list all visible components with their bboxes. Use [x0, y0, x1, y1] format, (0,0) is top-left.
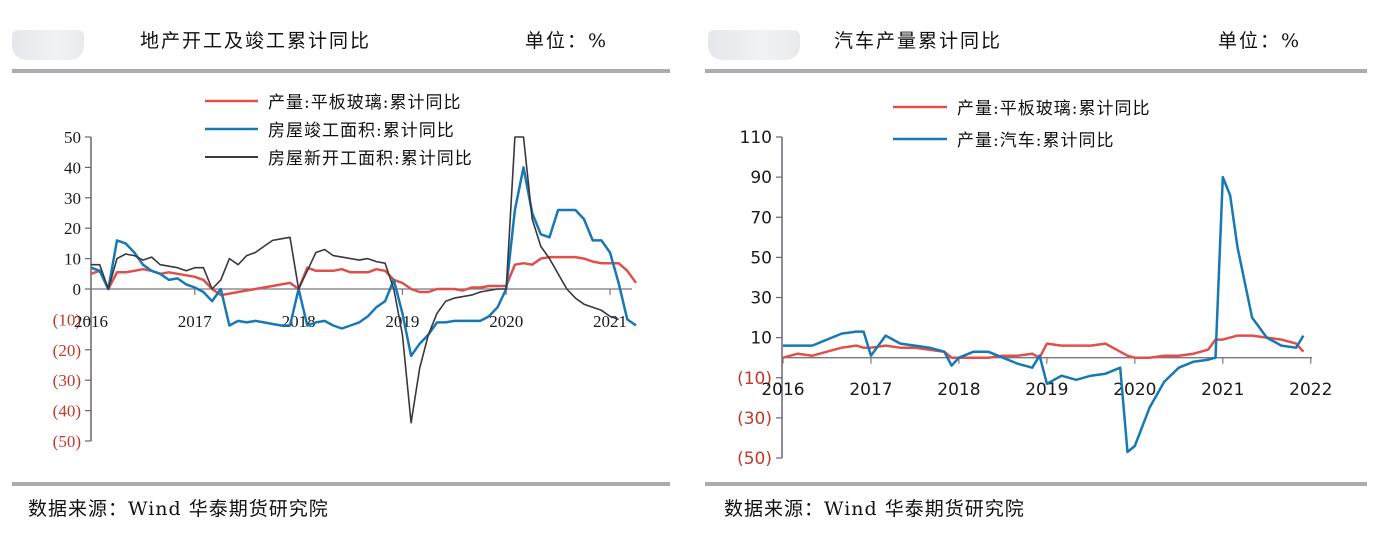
legend-completion-label: 房屋竣工面积:累计同比 — [268, 121, 455, 141]
x-tick-label: 2018 — [937, 380, 980, 400]
right-series-lines — [782, 175, 1305, 454]
y-tick-label: 10 — [64, 250, 81, 269]
x-tick-label: 2016 — [74, 312, 108, 331]
right-chart-panel: 汽车产量累计同比 单位：% 产量:平板玻璃:累计同比 产量:汽车:累计同比 11… — [700, 0, 1398, 552]
left-legend: 产量:平板玻璃:累计同比 房屋竣工面积:累计同比 房屋新开工面积:累计同比 — [205, 93, 473, 169]
y-tick-label: (50) — [53, 432, 81, 451]
left-series-lines — [90, 136, 638, 424]
left-x-axis: 2016 2017 2018 2019 2020 2021 — [74, 288, 632, 331]
right-bottom-divider — [705, 482, 1367, 486]
left-data-source: 数据来源：Wind 华泰期货研究院 — [28, 498, 329, 520]
x-tick-label: 2017 — [849, 380, 892, 400]
right-legend: 产量:平板玻璃:累计同比 产量:汽车:累计同比 — [893, 99, 1150, 151]
y-tick-label: 90 — [750, 168, 772, 188]
right-chart-unit: 单位：% — [1218, 30, 1302, 52]
blurred-logo — [708, 30, 800, 60]
x-tick-label: 2018 — [282, 312, 316, 331]
x-tick-label: 2020 — [489, 312, 523, 331]
x-tick-label: 2016 — [761, 380, 804, 400]
right-line-chart: 产量:平板玻璃:累计同比 产量:汽车:累计同比 110 90 70 50 30 10 (10… — [737, 99, 1332, 469]
y-tick-label: 110 — [740, 128, 772, 148]
y-tick-label: (40) — [53, 402, 81, 421]
left-line-chart: 产量:平板玻璃:累计同比 房屋竣工面积:累计同比 房屋新开工面积:累计同比 50… — [53, 93, 638, 451]
series-line — [783, 175, 1305, 454]
series-line — [90, 166, 637, 358]
legend-newstart-label: 房屋新开工面积:累计同比 — [268, 149, 473, 169]
legend-auto-label: 产量:汽车:累计同比 — [957, 131, 1114, 151]
y-tick-label: 50 — [64, 128, 81, 147]
y-tick-label: (20) — [53, 341, 81, 360]
right-chart-title: 汽车产量累计同比 — [834, 30, 1003, 52]
left-chart-panel: 地产开工及竣工累计同比 单位：% 产量:平板玻璃:累计同比 房屋竣工面积:累计同… — [0, 0, 690, 552]
x-tick-label: 2019 — [1025, 380, 1068, 400]
y-tick-label: (30) — [53, 371, 81, 390]
y-tick-label: (50) — [737, 449, 772, 469]
left-top-divider — [12, 69, 670, 73]
y-tick-label: 50 — [750, 248, 772, 268]
blurred-logo — [12, 30, 84, 60]
y-tick-label: 0 — [73, 280, 82, 299]
y-tick-label: 30 — [64, 189, 81, 208]
y-tick-label: (10) — [53, 310, 81, 329]
y-tick-label: 20 — [64, 219, 81, 238]
right-y-axis: 110 90 70 50 30 10 (10) (30) (50) — [737, 128, 783, 469]
x-tick-label: 2022 — [1289, 380, 1332, 400]
x-tick-label: 2020 — [1113, 380, 1156, 400]
x-tick-label: 2021 — [1201, 380, 1244, 400]
left-bottom-divider — [12, 482, 670, 486]
y-tick-label: 10 — [750, 329, 772, 349]
left-chart-unit: 单位：% — [525, 30, 609, 52]
left-chart-title: 地产开工及竣工累计同比 — [140, 30, 372, 52]
legend-glass-label: 产量:平板玻璃:累计同比 — [957, 99, 1150, 119]
x-tick-label: 2017 — [178, 312, 213, 331]
series-line — [90, 255, 638, 297]
x-tick-label: 2019 — [385, 312, 419, 331]
y-tick-label: 40 — [64, 158, 81, 177]
left-y-axis: 50 40 30 20 10 0 (10) (20) (30) (40) (50) — [53, 128, 92, 451]
right-data-source: 数据来源：Wind 华泰期货研究院 — [724, 498, 1025, 520]
legend-glass-label: 产量:平板玻璃:累计同比 — [268, 93, 461, 113]
right-top-divider — [705, 69, 1367, 73]
right-x-axis: 2016 2017 2018 2019 2020 2021 2022 — [761, 357, 1332, 400]
y-tick-label: 70 — [750, 208, 772, 228]
x-tick-label: 2021 — [593, 312, 627, 331]
series-line — [91, 136, 619, 424]
y-tick-label: 30 — [750, 289, 772, 309]
series-line — [782, 334, 1305, 359]
y-tick-label: (30) — [737, 409, 772, 429]
y-tick-label: (10) — [737, 369, 772, 389]
